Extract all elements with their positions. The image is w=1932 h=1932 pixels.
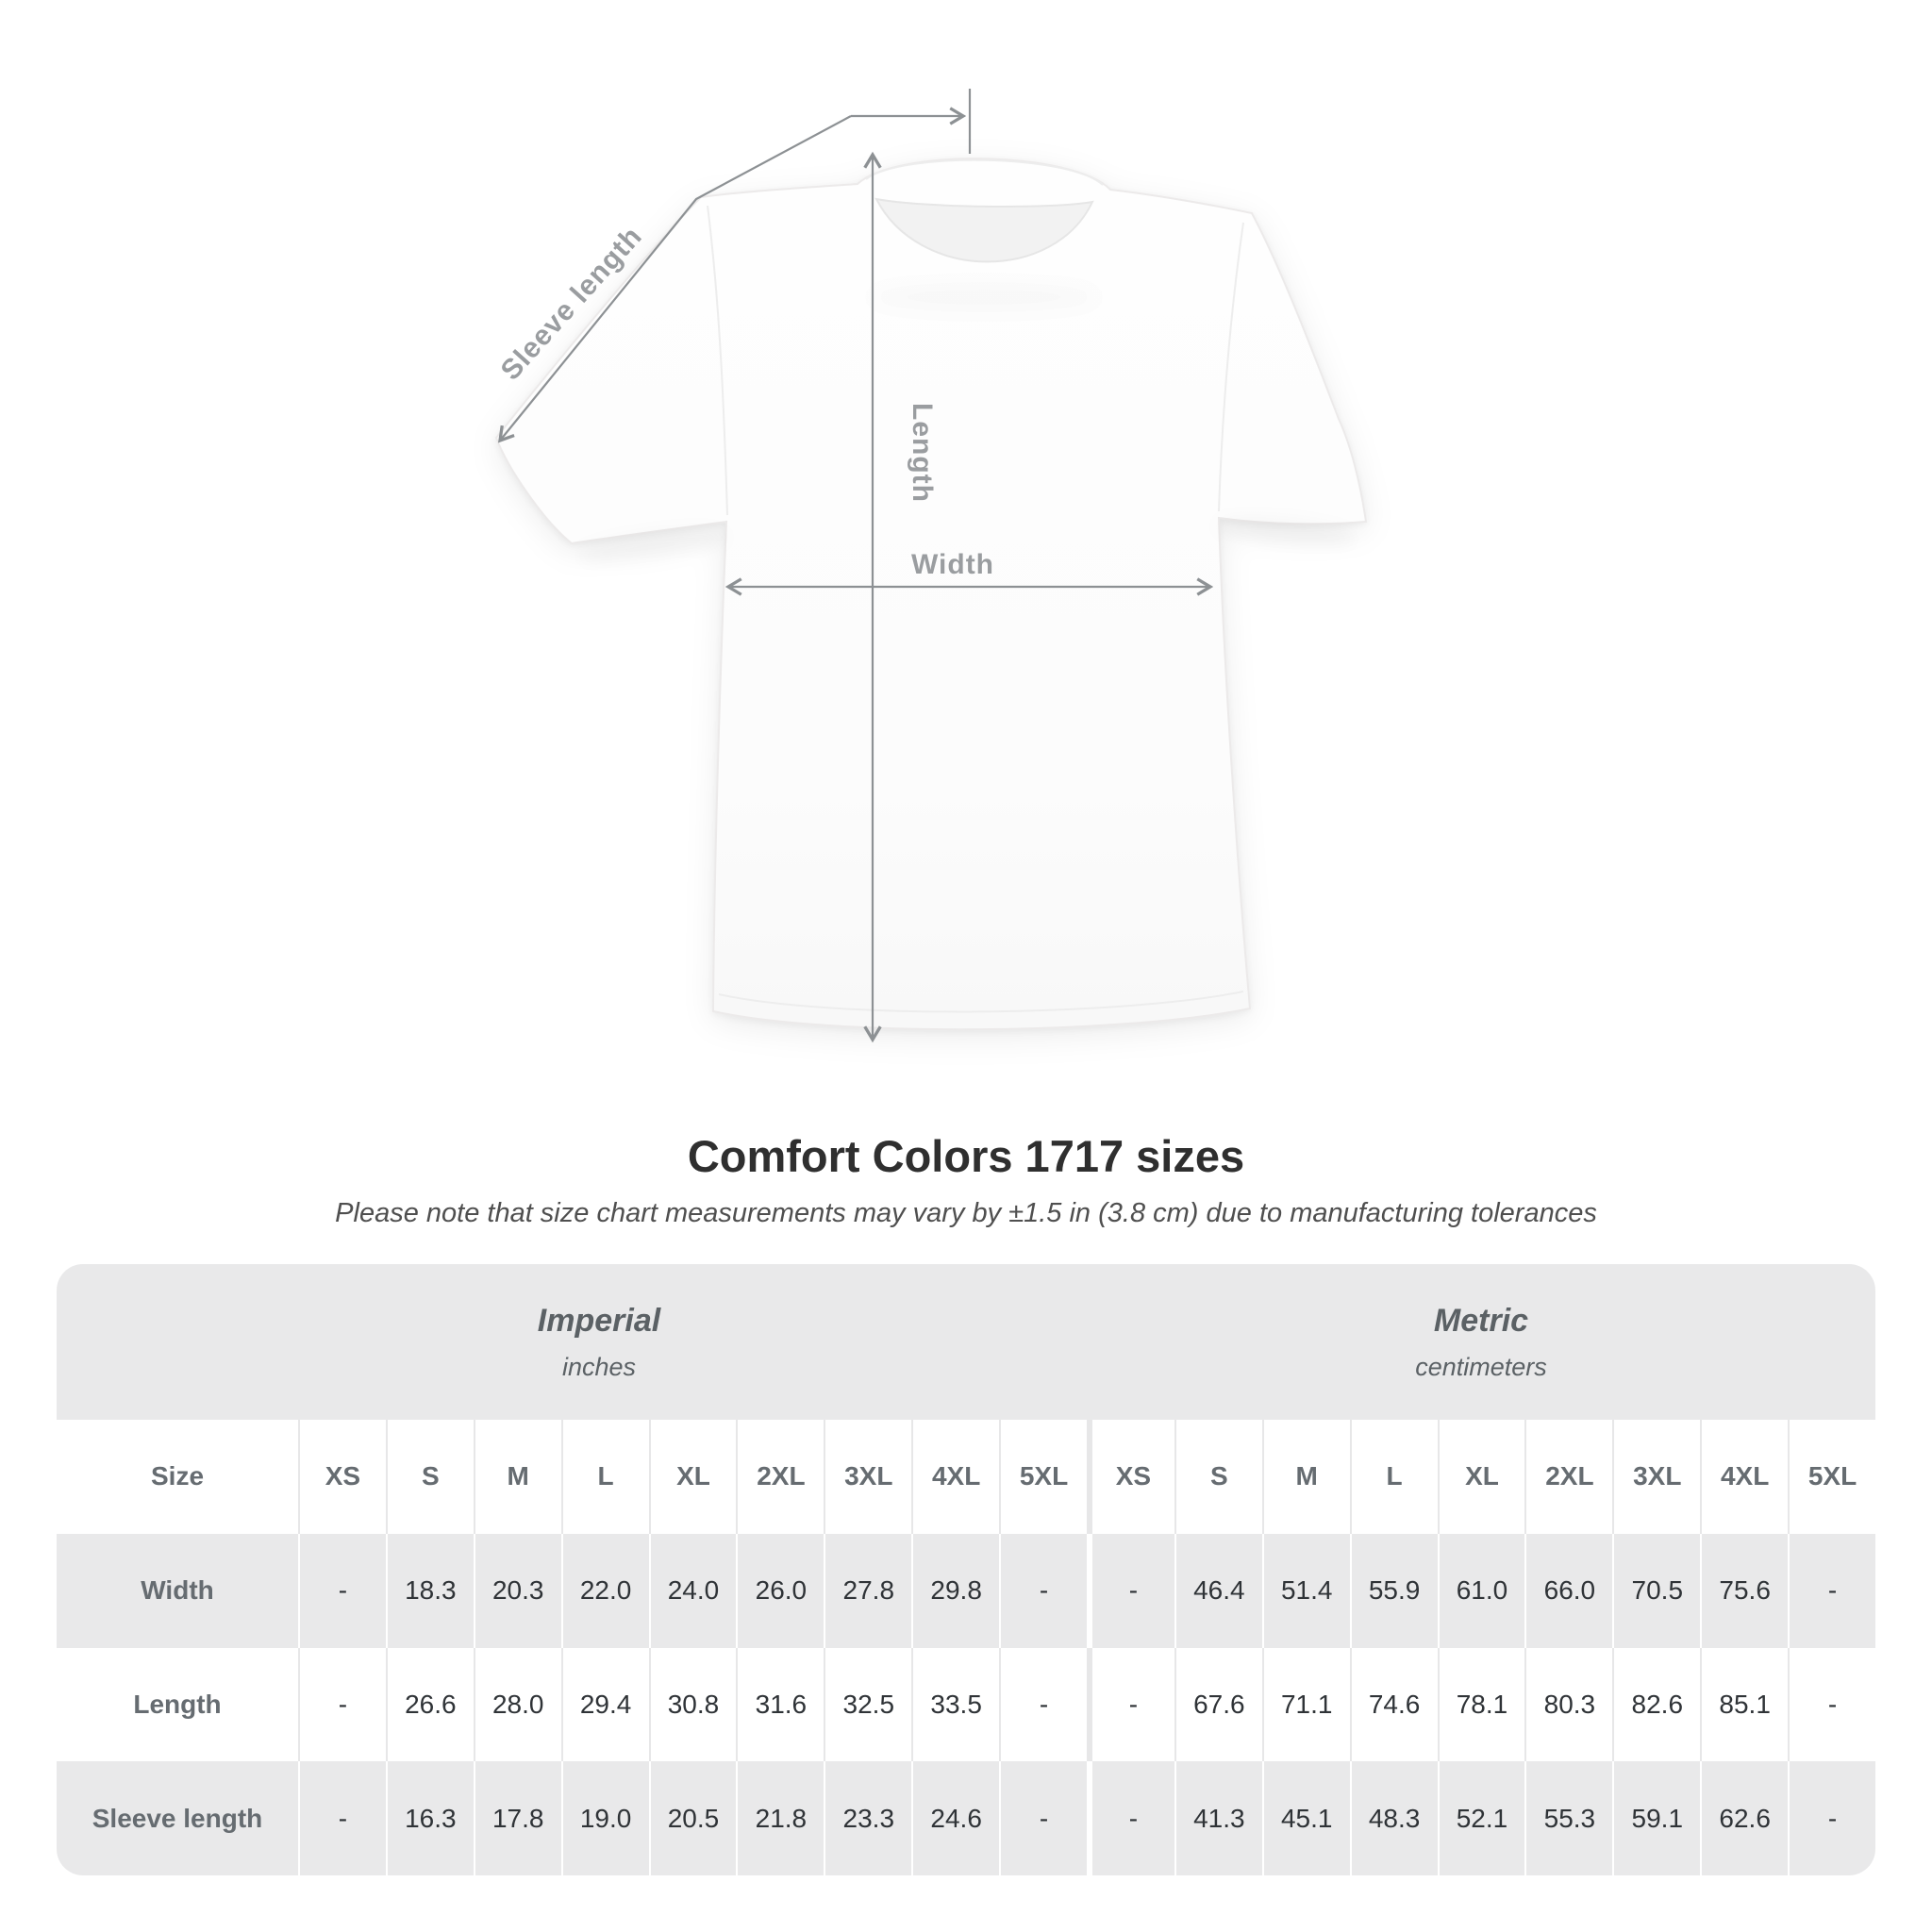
size-value-cell: 31.6 [736, 1647, 824, 1762]
size-value-cell: 62.6 [1700, 1761, 1789, 1875]
size-value-cell: 71.1 [1261, 1647, 1350, 1762]
metric-group-unit: centimeters [1415, 1352, 1547, 1381]
length-label: Length [907, 403, 938, 503]
size-value-cell: - [1086, 1647, 1174, 1762]
size-value-cell: 22.0 [560, 1533, 649, 1648]
size-value-cell: 29.4 [560, 1647, 649, 1762]
size-value-cell: 45.1 [1261, 1761, 1350, 1875]
size-column-header-metric: XS [1086, 1420, 1174, 1534]
size-value-cell: - [1086, 1533, 1174, 1648]
size-column-header-metric: 4XL [1700, 1420, 1789, 1534]
size-value-cell: 32.5 [824, 1647, 912, 1762]
measure-row-label: Width [57, 1533, 298, 1648]
size-value-cell: 29.8 [911, 1533, 1000, 1648]
imperial-group-title: Imperial [537, 1302, 661, 1339]
hem-stitch-line [718, 991, 1244, 1013]
size-value-cell: 70.5 [1612, 1533, 1701, 1648]
collar-ribbing-seam [865, 158, 1104, 186]
size-column-header-metric: S [1174, 1420, 1262, 1534]
size-column-header-imperial: XL [648, 1420, 737, 1534]
size-column-header-metric: XL [1437, 1420, 1525, 1534]
size-value-cell: 19.0 [560, 1761, 649, 1875]
size-column-header-imperial: M [473, 1420, 561, 1534]
collar-opening [874, 197, 1094, 263]
size-value-cell: 20.3 [473, 1533, 561, 1648]
size-column-header-metric: 2XL [1524, 1420, 1613, 1534]
size-value-cell: 30.8 [648, 1647, 737, 1762]
metric-group-title: Metric [1433, 1302, 1529, 1339]
size-value-cell: - [1086, 1761, 1174, 1875]
size-column-header-metric: 3XL [1612, 1420, 1701, 1534]
tshirt-measurement-diagram: Sleeve length Length Width [358, 57, 1406, 1113]
size-value-cell: 20.5 [648, 1761, 737, 1875]
size-value-cell: - [298, 1533, 386, 1648]
size-value-cell: 33.5 [911, 1647, 1000, 1762]
size-column-header-metric: L [1349, 1420, 1438, 1534]
left-sleeve-seam [707, 205, 728, 516]
size-value-cell: 23.3 [824, 1761, 912, 1875]
size-value-cell: 78.1 [1437, 1647, 1525, 1762]
size-column-header-imperial: L [560, 1420, 649, 1534]
sleeve-length-arrow [497, 115, 852, 443]
size-value-cell: 55.9 [1349, 1533, 1438, 1648]
size-column-header-imperial: S [385, 1420, 474, 1534]
size-value-cell: 52.1 [1437, 1761, 1525, 1875]
tshirt-illustration [494, 158, 1368, 1031]
size-value-cell: 28.0 [473, 1647, 561, 1762]
page-title: Comfort Colors 1717 sizes [687, 1131, 1245, 1181]
size-value-cell: 16.3 [385, 1761, 474, 1875]
size-value-cell: 26.0 [736, 1533, 824, 1648]
size-value-cell: 46.4 [1174, 1533, 1262, 1648]
size-value-cell: 75.6 [1700, 1533, 1789, 1648]
size-value-cell: - [1788, 1647, 1875, 1762]
size-value-cell: - [1788, 1533, 1875, 1648]
size-value-cell: 80.3 [1524, 1647, 1613, 1762]
size-value-cell: 48.3 [1349, 1761, 1438, 1875]
right-sleeve-seam [1218, 222, 1244, 512]
measure-row-label: Sleeve length [57, 1761, 298, 1875]
size-value-cell: 24.6 [911, 1761, 1000, 1875]
size-value-cell: 85.1 [1700, 1647, 1789, 1762]
size-value-cell: 55.3 [1524, 1761, 1613, 1875]
size-value-cell: 18.3 [385, 1533, 474, 1648]
size-value-cell: 82.6 [1612, 1647, 1701, 1762]
size-value-cell: 66.0 [1524, 1533, 1613, 1648]
size-value-cell: 59.1 [1612, 1761, 1701, 1875]
size-value-cell: - [1788, 1761, 1875, 1875]
tshirt-diagram-svg: Sleeve length Length Width [494, 89, 1368, 1043]
size-value-cell: 61.0 [1437, 1533, 1525, 1648]
size-column-header-imperial: 2XL [736, 1420, 824, 1534]
size-value-cell: - [999, 1533, 1087, 1648]
size-column-header-imperial: 5XL [999, 1420, 1087, 1534]
size-column-header-imperial: 3XL [824, 1420, 912, 1534]
size-column-label: Size [57, 1420, 298, 1534]
unit-group-imperial: Imperial inches [57, 1264, 1087, 1420]
size-value-cell: 51.4 [1261, 1533, 1350, 1648]
size-column-header-metric: M [1261, 1420, 1350, 1534]
size-value-cell: - [999, 1647, 1087, 1762]
size-value-cell: 21.8 [736, 1761, 824, 1875]
size-value-cell: - [999, 1761, 1087, 1875]
size-value-cell: - [298, 1647, 386, 1762]
size-column-header-imperial: 4XL [911, 1420, 1000, 1534]
size-value-cell: - [298, 1761, 386, 1875]
imperial-group-unit: inches [561, 1352, 637, 1381]
size-column-header-metric: 5XL [1788, 1420, 1875, 1534]
size-value-cell: 74.6 [1349, 1647, 1438, 1762]
size-value-cell: 24.0 [648, 1533, 737, 1648]
size-value-cell: 41.3 [1174, 1761, 1262, 1875]
measure-row-label: Length [57, 1647, 298, 1762]
size-value-cell: 17.8 [473, 1761, 561, 1875]
page-subtitle: Please note that size chart measurements… [335, 1198, 1597, 1228]
width-label: Width [911, 549, 994, 580]
size-value-cell: 67.6 [1174, 1647, 1262, 1762]
size-value-cell: 26.6 [385, 1647, 474, 1762]
unit-group-metric: Metric centimeters [1086, 1264, 1875, 1420]
size-table: Imperial inches Metric centimeters Size X… [57, 1264, 1875, 1875]
size-value-cell: 27.8 [824, 1533, 912, 1648]
size-column-header-imperial: XS [298, 1420, 386, 1534]
